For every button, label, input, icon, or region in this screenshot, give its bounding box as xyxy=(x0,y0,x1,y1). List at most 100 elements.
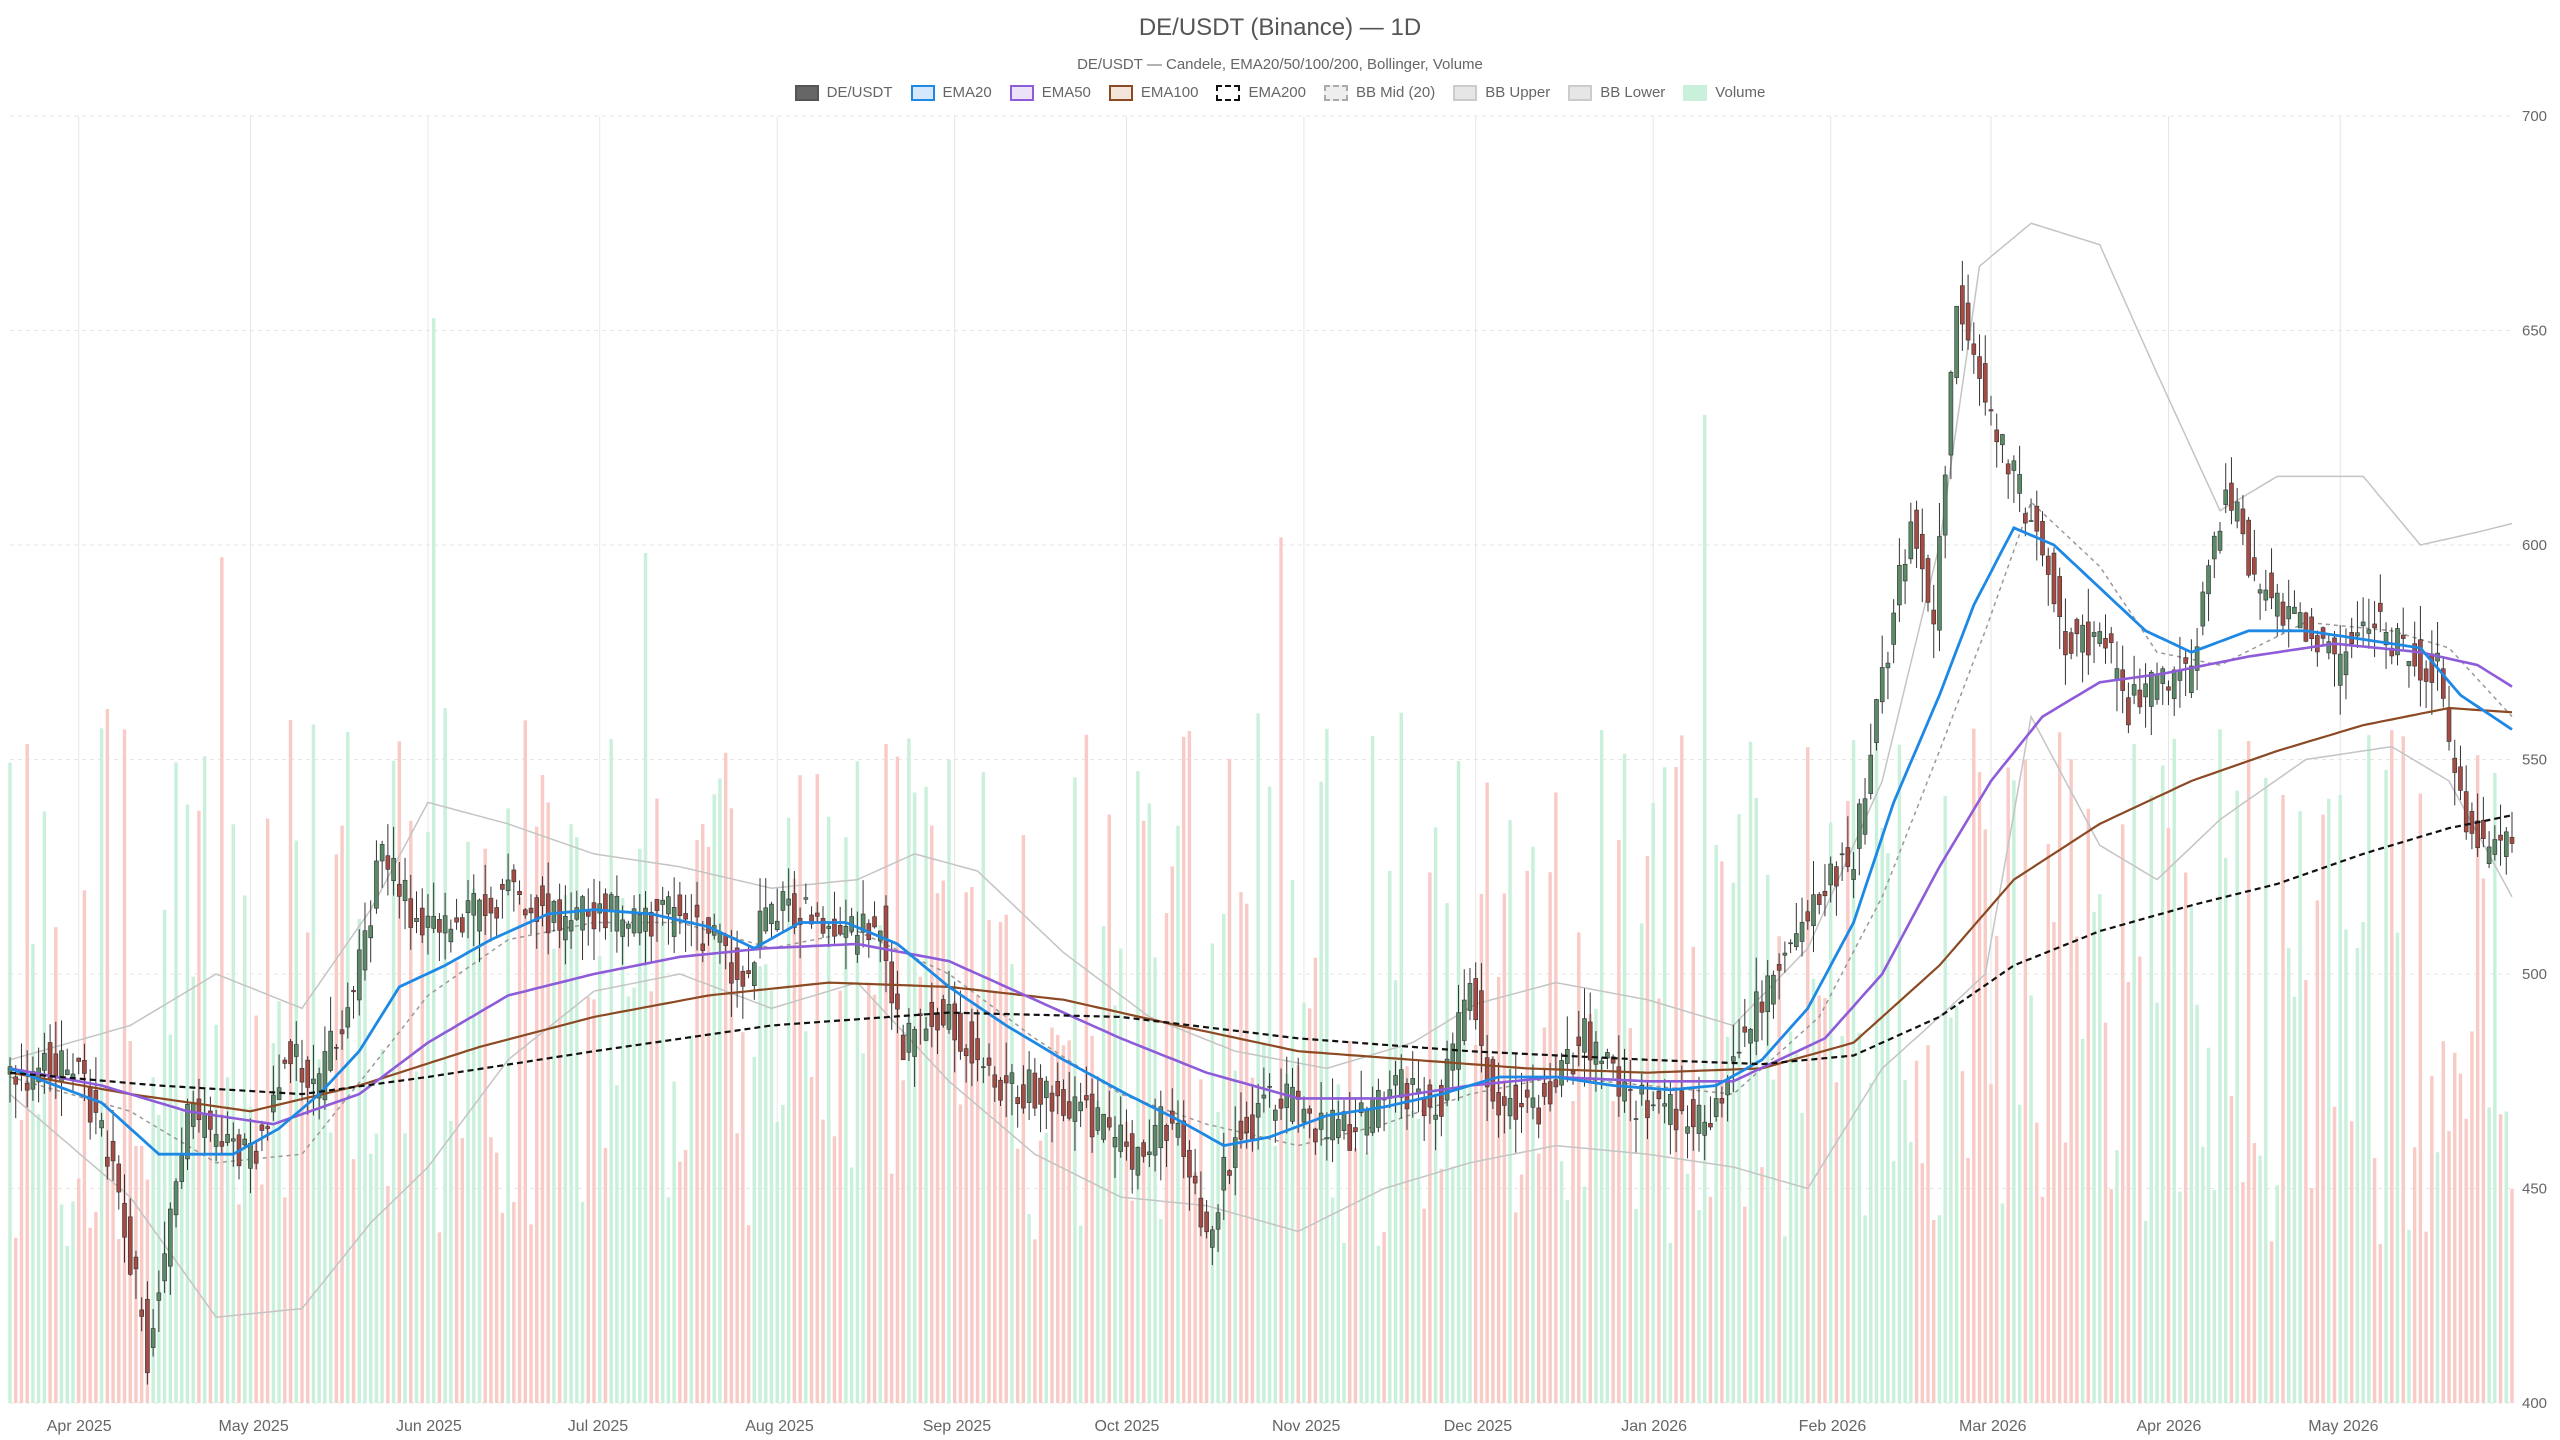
volume-bar xyxy=(1783,1236,1787,1403)
candle-body xyxy=(1273,1109,1278,1121)
volume-bar xyxy=(764,964,768,1403)
legend-item[interactable]: EMA100 xyxy=(1108,84,1198,101)
volume-bar xyxy=(162,909,167,1403)
volume-bar xyxy=(1634,1209,1638,1403)
candle-body xyxy=(2217,530,2223,551)
legend-item[interactable]: BB Upper xyxy=(1453,84,1550,101)
volume-bar xyxy=(1851,740,1856,1403)
candle-body xyxy=(1954,305,1959,378)
candle-body xyxy=(47,1042,53,1080)
volume-bar xyxy=(2464,1118,2468,1403)
candle-body xyxy=(528,907,534,914)
y-tick-label: 500 xyxy=(2522,966,2547,983)
volume-bar xyxy=(1359,1102,1363,1403)
chart-title: DE/USDT (Binance) — 1D xyxy=(1138,14,1422,41)
volume-bar xyxy=(2390,730,2394,1403)
volume-bar xyxy=(2166,827,2171,1403)
volume-bar xyxy=(1256,713,1260,1403)
volume-bar xyxy=(1932,1220,1936,1403)
volume-bar xyxy=(1181,736,1186,1403)
candle-body xyxy=(809,914,814,925)
candle-body xyxy=(442,915,448,934)
volume-bar xyxy=(1640,923,1644,1403)
x-tick-label: Nov 2025 xyxy=(1272,1418,1341,1435)
legend-item[interactable]: EMA200 xyxy=(1216,84,1306,101)
volume-bar xyxy=(2035,1122,2039,1403)
legend-item[interactable]: EMA50 xyxy=(1009,84,1091,101)
candle-body xyxy=(1828,863,1833,886)
candle-body xyxy=(1547,1081,1553,1105)
volume-bar xyxy=(414,1071,419,1403)
volume-bar xyxy=(1021,835,1026,1403)
candle-body xyxy=(1742,1026,1748,1033)
volume-bar xyxy=(2086,808,2091,1403)
volume-bar xyxy=(512,1202,516,1403)
candle-body xyxy=(2091,632,2097,637)
legend-item[interactable]: EMA20 xyxy=(910,84,992,101)
volume-bar xyxy=(1920,1163,1924,1403)
candle-body xyxy=(1444,1058,1450,1101)
volume-bar xyxy=(117,1239,121,1403)
candle-body xyxy=(1942,474,1948,536)
volume-bar xyxy=(254,1015,258,1403)
volume-bar xyxy=(2155,1002,2159,1403)
volume-bar xyxy=(2315,900,2320,1403)
candle-body xyxy=(1227,1170,1232,1176)
legend-item[interactable]: BB Mid (20) xyxy=(1324,84,1435,101)
candle-body xyxy=(2286,606,2292,620)
volume-bar xyxy=(1869,1082,1873,1403)
candle-body xyxy=(13,1076,19,1085)
volume-bar xyxy=(2138,956,2142,1403)
candle-body xyxy=(82,1060,87,1074)
candle-body xyxy=(2315,635,2320,653)
volume-bar xyxy=(334,854,339,1403)
x-tick-label: May 2025 xyxy=(218,1418,288,1435)
legend-item[interactable]: BB Lower xyxy=(1568,84,1665,101)
legend-swatch xyxy=(794,84,819,101)
candle-body xyxy=(654,899,660,911)
volume-bar xyxy=(529,1224,533,1403)
volume-bar xyxy=(2017,1104,2022,1403)
candle-body xyxy=(1610,1056,1616,1064)
volume-bar xyxy=(1027,1214,1031,1403)
volume-bar xyxy=(792,878,797,1403)
volume-bar xyxy=(1250,1077,1255,1403)
legend-item[interactable]: Volume xyxy=(1683,84,1765,101)
candle-body xyxy=(820,918,826,934)
volume-bar xyxy=(1056,1034,1060,1403)
volume-bar xyxy=(2132,744,2136,1403)
candle-body xyxy=(1433,1114,1438,1120)
candle-body xyxy=(2005,463,2011,475)
volume-bar xyxy=(237,1204,241,1403)
volume-bar xyxy=(1588,1013,1592,1403)
candle-body xyxy=(2028,520,2034,522)
volume-bar xyxy=(477,925,482,1403)
candle-body xyxy=(872,916,877,928)
candle-body xyxy=(1885,662,1891,669)
volume-bar xyxy=(1657,998,1661,1403)
volume-bar xyxy=(1153,957,1157,1403)
candle-body xyxy=(1439,1085,1444,1117)
candle-body xyxy=(42,1052,47,1071)
candle-body xyxy=(133,1256,139,1270)
volume-bar xyxy=(231,824,236,1403)
volume-bar xyxy=(351,1159,356,1403)
volume-bar xyxy=(2281,795,2285,1403)
candle-body xyxy=(1908,521,1914,560)
candle-body xyxy=(368,925,373,939)
candle-body xyxy=(958,1012,963,1052)
candle-body xyxy=(425,915,431,928)
legend-label: BB Upper xyxy=(1485,84,1551,101)
legend-item[interactable]: DE/USDT xyxy=(794,84,893,101)
candle-body xyxy=(637,914,643,934)
volume-bar xyxy=(1668,1242,1673,1403)
volume-bar xyxy=(1010,964,1014,1403)
volume-bar xyxy=(1388,870,1392,1403)
volume-bar xyxy=(2258,1155,2262,1403)
volume-bar xyxy=(1811,978,1816,1403)
legend-swatch xyxy=(1216,84,1241,101)
volume-bar xyxy=(1307,1008,1312,1403)
volume-bar xyxy=(1227,758,1232,1403)
candle-body xyxy=(162,1253,167,1282)
